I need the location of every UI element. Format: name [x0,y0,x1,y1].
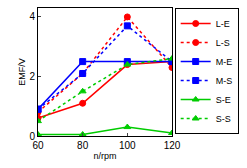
svg-text:n/rpm: n/rpm [93,151,116,161]
svg-text:L-S: L-S [216,38,230,48]
svg-text:60: 60 [32,140,44,151]
svg-text:L-E: L-E [216,19,230,29]
svg-text:2: 2 [29,71,35,82]
svg-text:0: 0 [29,131,35,142]
svg-text:100: 100 [119,140,136,151]
svg-text:EMF/V: EMF/V [17,58,27,86]
svg-text:120: 120 [164,140,181,151]
svg-text:M-E: M-E [216,57,233,67]
svg-text:S-S: S-S [216,114,231,124]
svg-text:M-S: M-S [216,76,233,86]
svg-text:80: 80 [77,140,89,151]
svg-text:S-E: S-E [216,95,231,105]
svg-text:4: 4 [29,11,35,22]
